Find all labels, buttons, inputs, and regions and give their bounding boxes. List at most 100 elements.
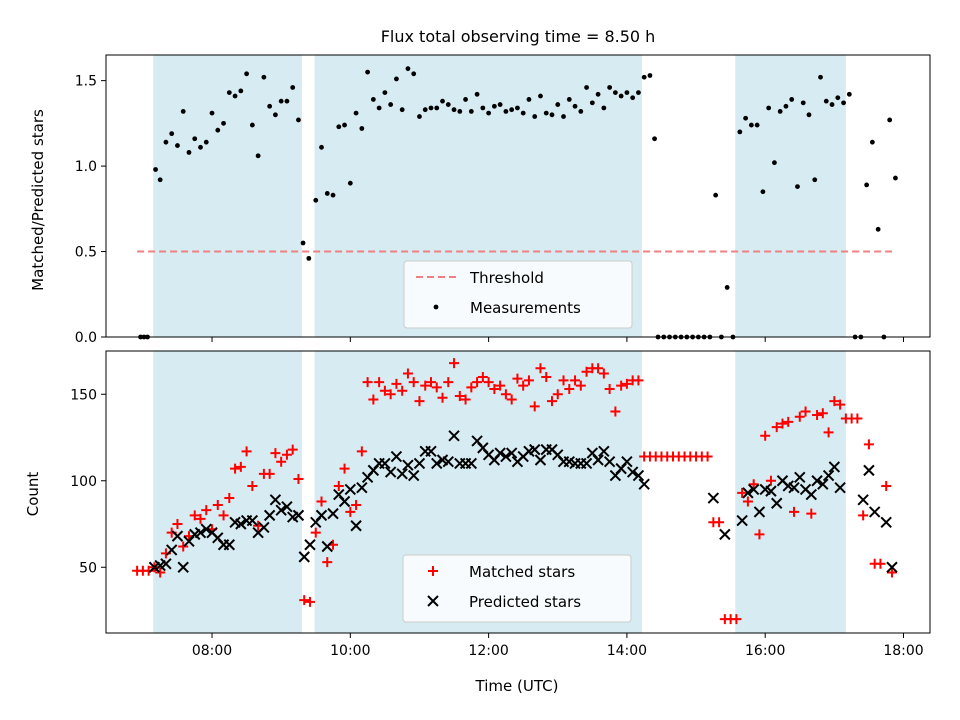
predicted-star-point [505,447,518,459]
matched-star-point [276,456,287,467]
measurement-point [887,117,893,123]
predicted-star-point [632,469,645,482]
matched-star-point [339,463,350,474]
matched-star-point [414,396,425,407]
predicted-star-point [868,506,881,518]
predicted-star-point [292,509,305,522]
y-tick-label: 100 [70,474,97,490]
matched-star-point [535,363,546,374]
predicted-star-point [321,540,333,553]
measurement-point [388,102,394,107]
measurement-point [795,184,800,190]
y-tick-label: 150 [70,387,97,403]
matched-star-point [443,377,454,388]
matched-star-point [379,385,390,396]
measurement-point [394,76,399,82]
predicted-star-point [390,450,403,463]
matched-star-point [241,446,252,457]
measurement-point [244,71,249,77]
legend-label: Predicted stars [469,593,581,611]
shaded-interval [153,55,302,337]
measurement-point [864,182,870,188]
predicted-star-point [753,506,766,518]
matched-star-point [155,567,166,578]
y-tick-label: 1.5 [75,74,97,90]
measurement-point [198,144,203,150]
matched-star-point [230,463,241,474]
matched-star-point [454,390,465,401]
measurement-point [192,136,198,142]
measurement-point [474,91,480,97]
measurement-point [186,150,192,155]
predicted-star-point [828,461,841,473]
measurement-point [382,90,388,95]
matched-star-point [771,422,782,433]
measurement-point [578,109,584,114]
shaded-interval [153,351,302,633]
legend-label: Measurements [470,299,581,317]
legend: Threshold Measurements [403,260,633,329]
top-y-axis-label: Matched/Predicted stars [29,109,47,291]
measurement-point [818,74,823,80]
measurement-point [405,66,411,72]
matched-star-point [570,375,581,386]
matched-star-point [523,375,534,386]
measurement-point [215,127,221,133]
matched-star-point [472,377,483,388]
predicted-star-point [160,558,172,570]
measurement-point [468,109,474,114]
matched-star-point [546,396,557,407]
matched-star-point [431,382,442,393]
predicted-star-point [171,530,184,542]
matched-star-point [604,384,615,395]
measurement-point [255,153,261,159]
predicted-star-point [177,561,189,573]
predicted-star-point [384,466,397,478]
predicted-star-point [626,466,639,478]
matched-star-point [247,480,258,491]
measurement-point [278,98,284,104]
measurement-point [520,110,526,116]
predicted-star-point [465,457,478,470]
measurement-point [411,71,417,77]
matched-star-point [201,505,212,516]
measurement-point [526,97,532,102]
matched-star-point [812,410,823,421]
matched-star-point [748,479,759,490]
measurement-point [175,143,180,148]
measurement-point [232,93,238,99]
matched-star-point [293,474,304,485]
predicted-star-point [275,504,287,516]
matched-star-point [351,499,362,510]
measurement-point [261,74,267,80]
predicted-star-point [603,456,616,468]
measurement-point [428,105,434,111]
predicted-star-point [500,450,512,463]
predicted-star-point [258,521,270,534]
matched-star-point [886,567,897,578]
measurement-point [846,91,852,97]
predicted-star-point [281,500,293,513]
measurement-point [777,109,783,114]
matched-star-point [552,389,563,400]
predicted-star-point [580,457,593,470]
predicted-star-point [246,514,259,527]
matched-star-point [466,382,477,393]
predicted-star-point [794,471,806,484]
matched-star-point [806,508,817,519]
measurement-point [209,110,215,116]
measurement-point [829,102,835,107]
predicted-star-point [771,497,783,509]
legend-box [403,260,633,329]
matched-star-point [408,377,419,388]
measurement-point [319,144,324,150]
matched-star-point [500,389,511,400]
matched-star-point [518,380,529,391]
measurement-point [841,100,846,106]
predicted-star-point [742,487,754,499]
x-axis-label: Time (UTC) [475,677,559,695]
predicted-star-point [442,456,454,468]
matched-star-point [829,396,840,407]
measurement-point [434,105,440,111]
